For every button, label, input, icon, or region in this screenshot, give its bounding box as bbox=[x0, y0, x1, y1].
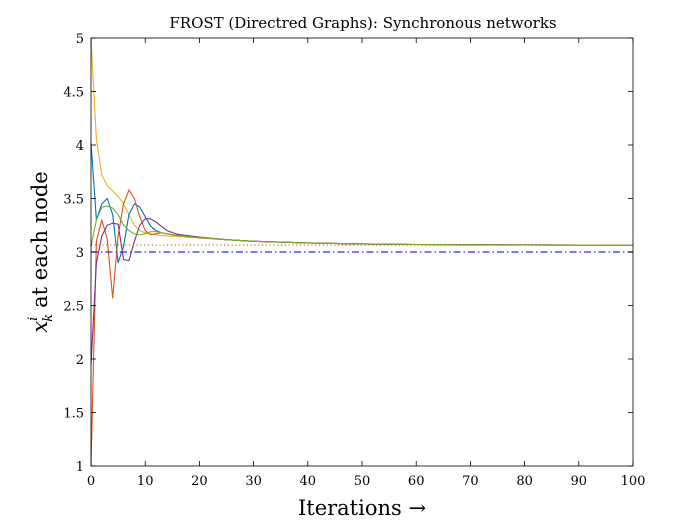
y-tick-label: 4.5 bbox=[63, 86, 84, 101]
y-tick-label: 5 bbox=[76, 32, 84, 47]
series-line-4 bbox=[90, 218, 633, 365]
y-axis-label-superscript: i bbox=[26, 317, 41, 321]
x-tick-label: 70 bbox=[462, 474, 479, 489]
x-tick-label: 50 bbox=[354, 474, 371, 489]
x-tick-label: 80 bbox=[516, 474, 533, 489]
x-axis-label: Iterations → bbox=[298, 496, 426, 520]
series-layer bbox=[90, 37, 633, 467]
x-tick-label: 20 bbox=[191, 474, 208, 489]
y-axis-label-symbol: x bbox=[28, 321, 52, 333]
x-tick-label: 30 bbox=[245, 474, 262, 489]
y-axis-label-subscript: k bbox=[41, 314, 56, 322]
chart-title: FROST (Directred Graphs): Synchronous ne… bbox=[169, 14, 556, 32]
axes-layer bbox=[90, 37, 634, 467]
y-tick-label: 1.5 bbox=[63, 407, 84, 422]
y-tick-label: 3.5 bbox=[63, 193, 84, 208]
x-tick-label: 10 bbox=[137, 474, 154, 489]
y-tick-label: 2 bbox=[76, 353, 84, 368]
y-axis-label-main: at each node bbox=[28, 171, 52, 308]
y-tick-label: 1 bbox=[76, 460, 84, 475]
y-axis-label: xik at each node bbox=[26, 171, 56, 333]
series-line-1 bbox=[90, 37, 633, 246]
x-tick-label: 40 bbox=[300, 474, 317, 489]
series-line-3 bbox=[90, 189, 633, 467]
y-tick-label: 2.5 bbox=[63, 300, 84, 315]
x-tick-label: 60 bbox=[408, 474, 425, 489]
y-tick-label: 3 bbox=[76, 246, 84, 261]
x-tick-label: 90 bbox=[571, 474, 588, 489]
y-tick-label: 4 bbox=[76, 139, 84, 154]
series-line-5 bbox=[90, 205, 633, 247]
x-tick-labels: 0 10 20 30 40 50 60 70 80 90 100 bbox=[87, 474, 646, 489]
x-tick-label: 0 bbox=[87, 474, 95, 489]
y-tick-labels: 1 1.5 2 2.5 3 3.5 4 4.5 5 bbox=[63, 32, 84, 475]
x-tick-label: 100 bbox=[621, 474, 646, 489]
